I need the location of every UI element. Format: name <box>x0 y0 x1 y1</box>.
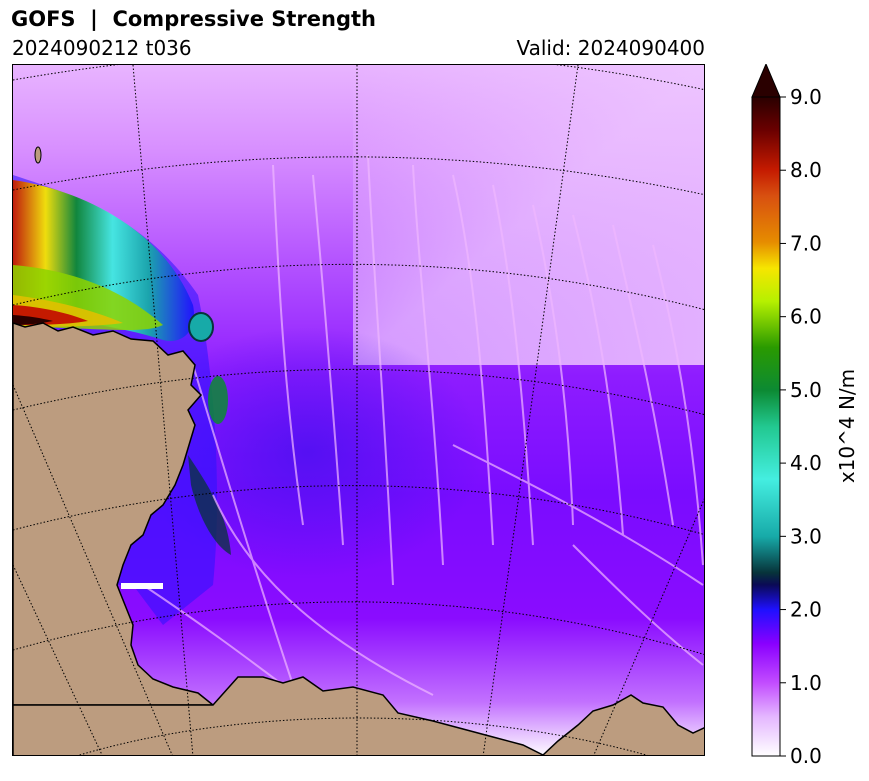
run-time-label: 2024090212 t036 <box>12 36 192 60</box>
colorbar-extend-arrow <box>751 62 781 98</box>
map-canvas <box>13 65 704 755</box>
colorbar-tick-label: 0.0 <box>790 744 822 764</box>
colorbar-tick-label: 6.0 <box>790 305 822 329</box>
valid-time-label: Valid: 2024090400 <box>516 36 705 60</box>
colorbar-tick-label: 3.0 <box>790 524 822 548</box>
colorbar: 0.0 1.0 2.0 3.0 4.0 5.0 6.0 7.0 8.0 9.0 x10^4 N/m <box>751 62 866 768</box>
colorbar-svg: 0.0 1.0 2.0 3.0 4.0 5.0 6.0 7.0 8.0 9.0 x10^4 N/m <box>751 62 859 768</box>
colorbar-tick-label: 2.0 <box>790 598 822 622</box>
colorbar-gradient <box>751 96 781 757</box>
graticule <box>13 65 704 755</box>
colorbar-unit-label: x10^4 N/m <box>835 369 859 483</box>
map-panel <box>12 64 705 756</box>
land-west <box>13 322 216 706</box>
pressure-ridges <box>142 154 704 696</box>
colorbar-tick-label: 1.0 <box>790 671 822 695</box>
land-south <box>13 676 704 755</box>
colorbar-tick-label: 5.0 <box>790 378 822 402</box>
colorbar-tick-label: 4.0 <box>790 451 822 475</box>
colorbar-tick-label: 9.0 <box>790 85 822 109</box>
map-title: GOFS | Compressive Strength <box>11 7 376 31</box>
colorbar-tick-label: 7.0 <box>790 231 822 255</box>
colorbar-tick-label: 8.0 <box>790 158 822 182</box>
